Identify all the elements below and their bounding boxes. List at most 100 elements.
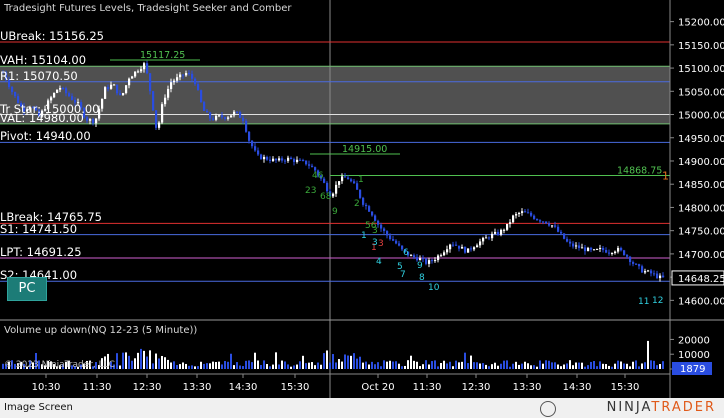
volume-bar: [371, 361, 373, 369]
volume-bar: [254, 352, 256, 369]
volume-bar: [542, 363, 544, 369]
time-tick-label: 15:30: [611, 382, 640, 393]
time-tick-label: 14:30: [229, 382, 258, 393]
volume-bar: [110, 361, 112, 369]
level-label: Pivot: 14940.00: [0, 129, 91, 144]
volume-bar: [263, 360, 265, 369]
indicator-title: Tradesight Futures Levels, Tradesight Se…: [4, 3, 292, 14]
candle-body: [119, 93, 122, 95]
volume-bar: [560, 366, 562, 369]
volume-bar: [92, 366, 94, 369]
volume-bar: [83, 363, 85, 369]
volume-bar: [413, 360, 415, 369]
candle-body: [251, 140, 254, 147]
volume-bar: [524, 361, 526, 369]
volume-bar: [290, 366, 292, 369]
candle-body: [323, 178, 326, 183]
candle-body: [425, 258, 428, 264]
candle-body: [443, 252, 446, 256]
candle-body: [116, 84, 119, 94]
candle-body: [272, 158, 275, 161]
volume-bar: [302, 355, 304, 369]
candle-body: [629, 256, 632, 263]
volume-bar: [443, 360, 445, 369]
count-cyan: 1: [361, 231, 367, 241]
volume-bar: [461, 361, 463, 369]
candle-body: [467, 248, 470, 253]
volume-bar: [284, 361, 286, 369]
volume-bar: [320, 364, 322, 369]
volume-bar: [11, 360, 13, 369]
copyright-text: © 2023 NinjaTrader, LLC: [4, 360, 115, 370]
candle-body: [521, 211, 524, 213]
candle-body: [107, 87, 110, 89]
level-label: Tr Star: 15000.00: [0, 101, 100, 116]
volume-bar: [281, 360, 283, 369]
volume-bar: [164, 357, 166, 369]
candle-body: [80, 102, 83, 109]
volume-bar: [641, 363, 643, 369]
volume-bar: [536, 366, 538, 369]
volume-bar: [458, 362, 460, 369]
pc-button[interactable]: PC: [7, 277, 47, 301]
level-label: LPT: 14691.25: [0, 244, 82, 259]
volume-bar: [500, 363, 502, 369]
volume-bar: [497, 365, 499, 369]
volume-bar: [365, 361, 367, 369]
volume-bar: [479, 363, 481, 369]
volume-bar: [308, 362, 310, 369]
count-cyan: 8: [419, 273, 425, 283]
candle-body: [653, 273, 656, 275]
candle-body: [86, 117, 89, 121]
candle-body: [530, 212, 533, 216]
candle-body: [233, 111, 236, 116]
candle-body: [71, 96, 74, 100]
ninjatrader-logo-icon: [540, 401, 556, 417]
volume-tick-label: 20000: [678, 335, 710, 346]
volume-bar: [236, 362, 238, 369]
candle-body: [605, 249, 608, 253]
candle-body: [554, 225, 557, 227]
count-green: 3: [372, 226, 378, 236]
volume-bar: [509, 366, 511, 369]
candle-body: [401, 245, 404, 250]
volume-bar: [287, 364, 289, 369]
volume-bar: [299, 361, 301, 369]
candle-body: [104, 87, 107, 99]
volume-bar: [296, 364, 298, 369]
time-tick-label: 10:30: [32, 382, 61, 393]
candle-body: [212, 118, 215, 120]
volume-bar: [350, 355, 352, 369]
candle-body: [284, 160, 287, 162]
candle-body: [626, 255, 629, 257]
candle-body: [131, 76, 134, 79]
volume-bar: [356, 358, 358, 369]
count-cyan: 3: [372, 238, 378, 248]
candle-body: [143, 63, 146, 70]
candle-body: [38, 110, 41, 117]
candle-body: [368, 206, 371, 212]
volume-bar: [245, 360, 247, 369]
candle-body: [539, 220, 542, 222]
candle-body: [614, 251, 617, 254]
candle-body: [620, 247, 623, 251]
volume-bar: [227, 361, 229, 369]
candle-body: [512, 215, 515, 223]
volume-bar: [332, 354, 334, 369]
candle-body: [497, 231, 500, 235]
volume-bar: [428, 364, 430, 369]
price-tick-label: 15150.00: [678, 41, 724, 52]
volume-bar: [257, 360, 259, 369]
candle-body: [662, 275, 665, 278]
volume-bar: [122, 352, 124, 369]
volume-bar: [587, 365, 589, 369]
volume-bar: [566, 363, 568, 369]
candle-body: [617, 247, 620, 252]
candle-body: [395, 240, 398, 244]
volume-bar: [107, 353, 109, 369]
volume-bar: [431, 361, 433, 369]
candle-body: [410, 255, 413, 257]
volume-bar: [551, 362, 553, 369]
candle-body: [656, 273, 659, 279]
